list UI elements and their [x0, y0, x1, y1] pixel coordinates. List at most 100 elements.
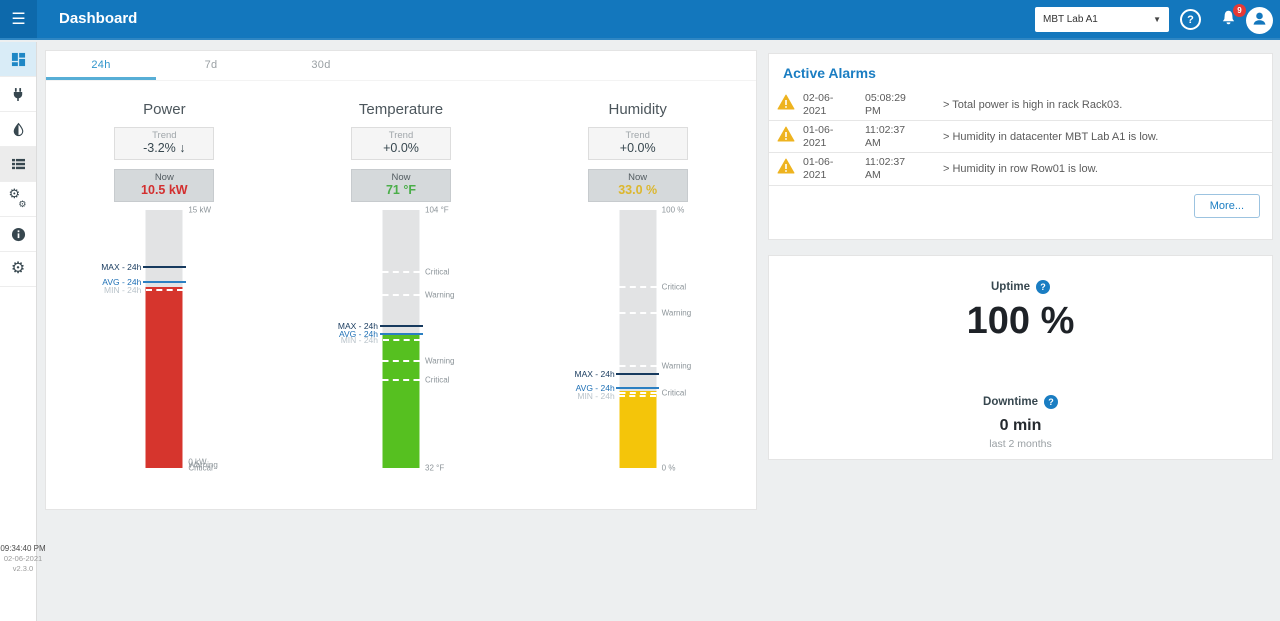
threshold-line	[382, 359, 420, 362]
hamburger-menu-button[interactable]: ☰	[0, 0, 37, 38]
bell-icon	[1220, 10, 1237, 31]
trend-label: Trend	[152, 130, 177, 141]
now-value: 10.5 kW	[141, 183, 188, 197]
alarm-row[interactable]: 01-06-2021 11:02:37 AM > Humidity in row R…	[769, 153, 1272, 186]
warning-icon	[777, 94, 803, 115]
active-alarms-panel: Active Alarms 02-06-2021 05:08:29 PM > Tot…	[768, 53, 1273, 240]
axis-label: 0 kW	[188, 457, 207, 467]
uptime-help-icon[interactable]: ?	[1035, 280, 1050, 294]
site-selector-value: MBT Lab A1	[1043, 14, 1098, 25]
dashboard-icon	[11, 52, 26, 67]
downtime-period: last 2 months	[989, 438, 1052, 450]
axis-label: Critical	[188, 463, 213, 473]
site-selector[interactable]: MBT Lab A1 ▼	[1035, 7, 1169, 32]
max-marker-label: MAX - 24h	[337, 321, 379, 332]
axis-label: 0 %	[661, 463, 676, 473]
axis-label: 104 °F	[425, 205, 449, 215]
max-marker-line	[616, 372, 660, 375]
alarm-date: 01-06-2021	[803, 156, 834, 181]
trend-box: Trend -3.2% ↓	[114, 127, 215, 160]
gauge-area: MAX - 24h AVG - 24h MIN - 24h 15 kW 0 kW Warn…	[46, 206, 283, 473]
gauge-bar	[382, 210, 420, 468]
now-box: Now 71 °F	[351, 169, 451, 202]
trend-box: Trend +0.0%	[587, 127, 688, 160]
gauge-bar	[619, 210, 657, 468]
min-marker-line	[382, 339, 420, 342]
downtime-help-icon[interactable]: ?	[1043, 395, 1058, 409]
avg-marker-line	[142, 281, 186, 284]
sidebar-item-assets[interactable]	[0, 147, 36, 182]
axis-label: Warning	[188, 460, 218, 470]
min-marker-label: MIN - 24h	[340, 335, 379, 346]
axis-label: Warning	[661, 308, 692, 318]
now-label: Now	[154, 172, 174, 183]
question-mark-icon: ?	[1187, 13, 1194, 26]
uptime-value: 100 %	[966, 300, 1075, 342]
tab-30d[interactable]: 30d	[311, 59, 331, 71]
now-value: 71 °F	[385, 183, 416, 197]
now-box: Now 10.5 kW	[114, 169, 215, 202]
sidebar: ⚙ ⚙ ⚙	[0, 42, 37, 621]
avg-marker-line	[616, 387, 660, 390]
threshold-line	[382, 294, 420, 297]
footer-date: 02-06-2021	[3, 553, 43, 563]
gauge-title: Power	[143, 101, 186, 118]
warning-icon	[777, 158, 803, 179]
threshold-line	[382, 379, 420, 382]
more-button[interactable]: More...	[1193, 193, 1260, 218]
axis-label: Critical	[661, 282, 687, 292]
avg-marker-label: AVG - 24h	[338, 328, 379, 339]
sidebar-item-info[interactable]	[0, 217, 36, 252]
alarm-date: 01-06-2021	[803, 124, 834, 149]
max-marker-line	[142, 265, 186, 268]
active-alarms-title: Active Alarms	[783, 65, 876, 81]
now-label: Now	[628, 172, 648, 183]
now-box: Now 33.0 %	[587, 169, 688, 202]
time-range-tabs: 24h 7d 30d	[46, 51, 756, 81]
gauge-area: MAX - 24h AVG - 24h MIN - 24h 104 °F Critica…	[283, 206, 520, 473]
alarm-time: 11:02:37 AM	[865, 124, 906, 149]
axis-label: Critical	[661, 388, 687, 398]
alarm-message: > Total power is high in rack Rack03.	[943, 98, 1123, 111]
alarm-message: > Humidity in datacenter MBT Lab A1 is l…	[943, 130, 1159, 143]
tab-24h[interactable]: 24h	[46, 51, 156, 80]
sidebar-item-settings[interactable]: ⚙	[0, 252, 36, 287]
chevron-down-icon: ▼	[1153, 15, 1161, 24]
power-plug-icon	[11, 87, 25, 102]
avg-marker-line	[379, 332, 423, 335]
min-marker-label: MIN - 24h	[577, 390, 615, 401]
min-marker-line	[619, 394, 657, 397]
now-value: 33.0 %	[618, 183, 658, 197]
hamburger-icon: ☰	[11, 11, 26, 28]
sidebar-item-services[interactable]: ⚙ ⚙	[0, 182, 36, 217]
gauge-fill	[382, 333, 420, 468]
downtime-value: 0 min	[999, 417, 1042, 434]
droplet-icon	[12, 122, 25, 137]
gauge-fill	[145, 287, 183, 468]
alarm-time: 11:02:37 AM	[865, 156, 906, 181]
threshold-line	[619, 392, 657, 395]
downtime-label-row: Downtime ?	[769, 395, 1272, 409]
warning-icon	[777, 126, 803, 147]
gauge-fill	[619, 390, 657, 468]
sidebar-item-power[interactable]	[0, 77, 36, 112]
gauge-title: Temperature	[358, 101, 444, 118]
min-marker-label: MIN - 24h	[104, 284, 142, 295]
help-button[interactable]: ?	[1180, 9, 1201, 30]
avg-marker-label: AVG - 24h	[102, 277, 142, 288]
alarm-row[interactable]: 02-06-2021 05:08:29 PM > Total power is hi…	[769, 89, 1272, 122]
axis-label: Critical	[425, 267, 450, 277]
tab-7d[interactable]: 7d	[204, 59, 218, 71]
header-bar: ☰ Dashboard MBT Lab A1 ▼ ? 9	[0, 0, 1280, 40]
notifications-button[interactable]: 9	[1220, 4, 1246, 31]
notification-badge: 9	[1233, 4, 1246, 17]
alarm-row[interactable]: 01-06-2021 11:02:37 AM > Humidity in datac…	[769, 121, 1272, 154]
sidebar-item-humidity[interactable]	[0, 112, 36, 147]
sidebar-item-dashboard[interactable]	[0, 42, 36, 77]
alarm-time: 05:08:29 PM	[865, 92, 906, 117]
page-title: Dashboard	[59, 10, 138, 27]
alarm-message: > Humidity in row Row01 is low.	[943, 162, 1098, 175]
more-row: More...	[769, 186, 1272, 218]
user-avatar[interactable]	[1246, 7, 1273, 34]
list-icon	[11, 158, 26, 171]
